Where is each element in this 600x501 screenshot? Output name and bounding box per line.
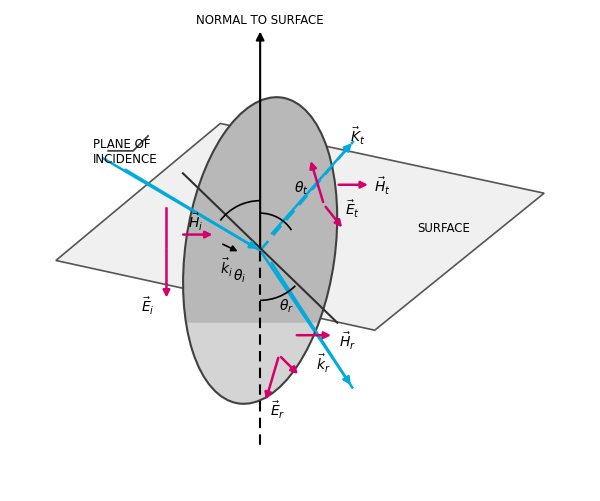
Text: $\vec{E}_i$: $\vec{E}_i$	[141, 296, 155, 317]
Text: $\theta_i$: $\theta_i$	[233, 268, 246, 285]
Text: $\theta_r$: $\theta_r$	[278, 298, 293, 315]
Text: PLANE OF
INCIDENCE: PLANE OF INCIDENCE	[93, 138, 158, 166]
Ellipse shape	[183, 97, 337, 404]
Text: SURFACE: SURFACE	[417, 221, 470, 234]
Text: $\theta_t$: $\theta_t$	[294, 180, 309, 197]
Text: $\vec{E}_t$: $\vec{E}_t$	[345, 199, 360, 220]
Polygon shape	[56, 123, 544, 330]
Text: $\vec{H}_t$: $\vec{H}_t$	[374, 176, 391, 197]
Text: $\vec{k}_r$: $\vec{k}_r$	[316, 353, 331, 375]
Text: $\vec{H}_i$: $\vec{H}_i$	[188, 211, 203, 232]
Text: $\vec{H}_r$: $\vec{H}_r$	[339, 331, 356, 352]
Text: $\vec{E}_r$: $\vec{E}_r$	[270, 400, 285, 421]
Text: $\vec{k}_i$: $\vec{k}_i$	[220, 257, 233, 279]
Text: NORMAL TO SURFACE: NORMAL TO SURFACE	[196, 14, 324, 27]
Ellipse shape	[183, 97, 337, 404]
Text: $\vec{K}_t$: $\vec{K}_t$	[350, 126, 365, 147]
